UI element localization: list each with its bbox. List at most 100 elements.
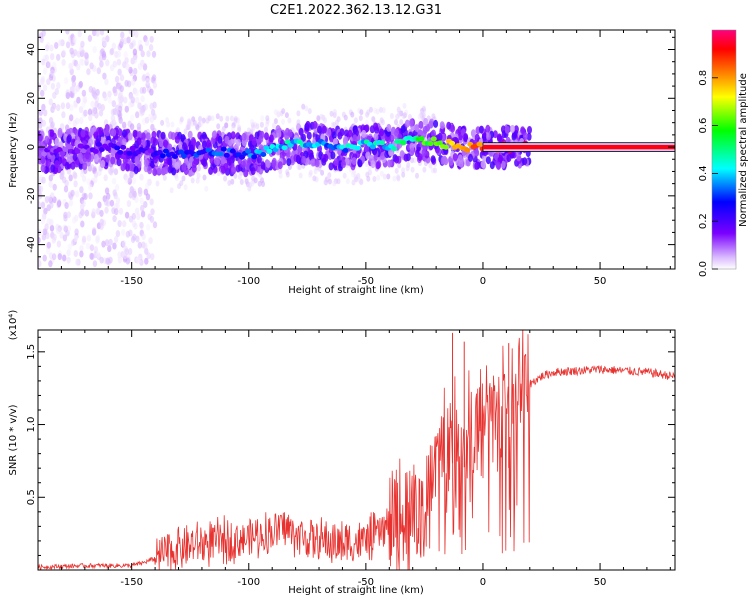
spectrogram-cell	[394, 167, 399, 174]
spectrogram-cell	[296, 110, 301, 117]
spectrogram-cell	[134, 207, 140, 215]
spectrogram-cell	[114, 208, 119, 216]
spectrogram-cell	[95, 208, 101, 215]
spectrogram-cell	[91, 208, 96, 216]
spectrogram-cell	[235, 138, 241, 147]
spectrogram-cell	[409, 147, 415, 156]
spectrogram-cell	[76, 63, 81, 71]
spectrogram-cell	[88, 114, 93, 122]
spectrogram-cell	[81, 49, 86, 57]
spectrogram-cell	[281, 108, 286, 115]
spectrogram-cell	[61, 59, 66, 66]
spectrogram-cell	[49, 201, 54, 209]
spectrogram-cell	[84, 209, 90, 217]
spectrogram-cell	[351, 157, 357, 166]
spectrogram-cell	[114, 145, 121, 151]
spectrogram-carrier	[483, 144, 675, 150]
spectrogram-cell	[65, 102, 71, 110]
spectrogram-cell	[117, 149, 124, 155]
spectrogram-cell	[305, 120, 311, 129]
spectrogram-cell	[301, 155, 307, 164]
spectrogram-cell	[49, 129, 55, 138]
spectrogram-cell	[86, 178, 91, 186]
spectrogram-cell	[38, 149, 41, 155]
spectrogram-cell	[40, 201, 46, 209]
spectrogram-cell	[140, 132, 146, 141]
spectrogram-cell	[418, 136, 425, 142]
spectrogram-cell	[181, 153, 188, 159]
spectrogram-cell	[443, 144, 449, 150]
colorbar-ticks: 0.0 0.2 0.4 0.6 0.8	[698, 70, 718, 277]
spectrogram-cell	[129, 93, 134, 101]
spectrogram-cell	[121, 240, 127, 248]
spectrogram-cell	[215, 113, 220, 120]
spectrogram-cell	[134, 89, 139, 97]
spectrogram-cell	[60, 170, 65, 178]
spectrogram-cell	[40, 89, 45, 97]
spectrogram-cell	[112, 242, 117, 250]
spectrogram-cell	[51, 103, 57, 111]
spectrogram-cell	[150, 76, 156, 84]
spectrogram-cell	[88, 85, 94, 93]
spectrogram-cell	[237, 173, 242, 180]
spectrogram-cell	[142, 86, 147, 94]
spectrogram-cell	[178, 149, 185, 155]
spectrogram-cell	[312, 175, 317, 182]
spectrogram-cell	[52, 91, 57, 99]
snr-frame	[37, 329, 676, 571]
spectrogram-cell	[93, 176, 98, 184]
spectrogram-cell	[112, 215, 117, 223]
spectrogram-cell	[68, 199, 74, 207]
spectrogram-cell	[147, 166, 153, 175]
spectrogram-cell	[512, 130, 517, 139]
spectrogram-cell	[285, 171, 290, 178]
spectrogram-y-ticks: -40 -20 0 20 40	[26, 36, 675, 258]
spectrogram-cell	[48, 180, 53, 188]
spectrogram-marks	[38, 30, 675, 268]
spectrogram-cell	[50, 164, 56, 173]
spectrogram-cell	[376, 174, 381, 181]
snr-series-line	[38, 330, 675, 570]
spectrogram-cell	[112, 60, 118, 68]
spectrogram-cell	[417, 113, 422, 120]
spectrogram-cell	[99, 60, 104, 68]
spectrogram-cell	[431, 129, 436, 138]
spectrogram-cell	[187, 121, 191, 128]
spectrogram-cell	[220, 146, 227, 152]
spectrogram-cell	[117, 220, 122, 228]
y-tick-label: -40	[26, 236, 37, 252]
spectrogram-cell	[104, 187, 110, 195]
spectrogram-cell	[103, 94, 108, 102]
spectrogram-cell	[135, 111, 140, 119]
spectrogram-cell	[119, 85, 124, 93]
spectrogram-cell	[59, 151, 66, 157]
spectrogram-cell	[95, 141, 102, 147]
spectrogram-cell	[52, 183, 57, 191]
spectrogram-cell	[63, 225, 68, 233]
spectrogram-cell	[317, 125, 322, 134]
x-tick-label: 50	[594, 276, 607, 287]
spectrogram-cell	[304, 105, 309, 112]
spectrogram-cell	[102, 72, 107, 80]
spectrogram-cell	[358, 177, 363, 184]
spectrogram-cell	[408, 118, 414, 127]
spectrogram-cell	[50, 82, 56, 90]
spectrogram-cell	[152, 81, 158, 89]
spectrogram-cell	[77, 152, 83, 161]
spectrogram-cell	[176, 127, 180, 134]
spectrogram-cell	[141, 233, 146, 241]
spectrogram-cell	[464, 147, 471, 153]
spectrogram-cell	[127, 248, 133, 255]
spectrogram-cell	[181, 163, 187, 171]
spectrogram-cell	[126, 150, 133, 156]
spectrogram-cell	[364, 161, 369, 167]
spectrogram-cell	[49, 218, 54, 226]
spectrogram-cell	[124, 248, 129, 256]
spectrogram-cell	[347, 129, 353, 138]
spectrogram-cell	[107, 245, 112, 253]
spectrogram-cell	[82, 175, 87, 183]
spectrogram-cell	[131, 212, 136, 220]
spectrogram-cell	[370, 160, 376, 169]
spectrogram-cell	[73, 49, 78, 57]
spectrogram-cell	[206, 139, 212, 148]
